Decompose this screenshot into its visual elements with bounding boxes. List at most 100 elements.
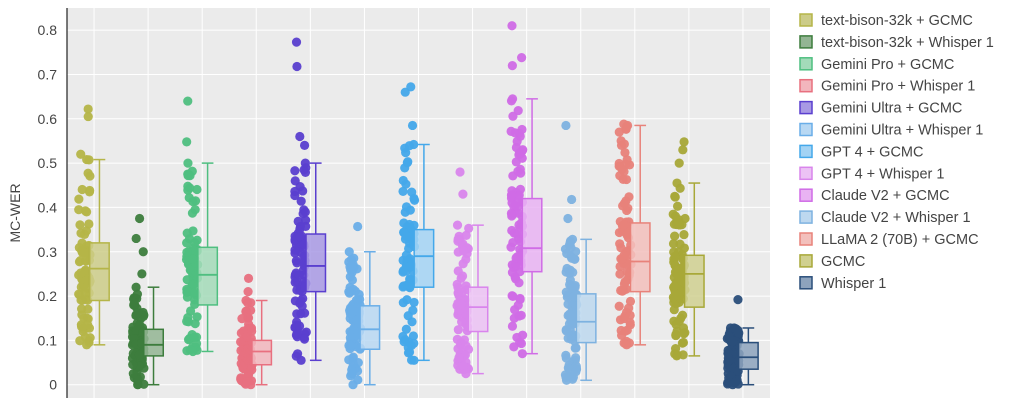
data-point	[728, 336, 738, 346]
y-tick-label: 0.3	[38, 244, 58, 260]
data-point	[676, 287, 686, 297]
data-point	[517, 53, 527, 63]
legend-item[interactable]: Gemini Pro + GCMC	[799, 57, 954, 73]
data-point	[128, 368, 138, 379]
data-point	[83, 168, 93, 178]
data-point	[456, 317, 467, 327]
legend-label: Gemini Ultra + GCMC	[821, 101, 962, 117]
data-point	[668, 239, 679, 249]
data-point	[509, 342, 519, 352]
data-point	[670, 211, 681, 221]
data-point	[625, 318, 635, 328]
legend-item[interactable]: GPT 4 + GCMC	[799, 144, 923, 160]
data-point	[296, 355, 306, 365]
legend-swatch	[799, 166, 813, 181]
y-tick-label: 0.7	[38, 66, 58, 82]
data-point	[347, 275, 357, 285]
data-point	[517, 349, 527, 359]
data-point	[401, 179, 411, 189]
data-point	[619, 220, 629, 230]
data-point	[399, 218, 409, 228]
data-point	[568, 267, 578, 277]
legend-item[interactable]: LLaMA 2 (70B) + GCMC	[799, 232, 979, 248]
data-point	[189, 295, 200, 305]
legend-item[interactable]: Claude V2 + GCMC	[799, 188, 950, 204]
data-point	[353, 221, 363, 232]
data-point	[298, 186, 308, 196]
data-point	[679, 329, 689, 339]
data-point	[290, 176, 300, 186]
legend-swatch	[799, 188, 813, 202]
legend-item[interactable]: Gemini Ultra + Whisper 1	[799, 123, 983, 139]
data-point	[510, 272, 520, 282]
data-point	[133, 380, 143, 390]
box	[251, 339, 273, 366]
legend-label: text-bison-32k + GCMC	[821, 13, 973, 29]
data-point	[131, 282, 141, 292]
legend-item[interactable]: GCMC	[799, 254, 865, 270]
data-point	[513, 166, 523, 176]
legend-item[interactable]: GPT 4 + Whisper 1	[799, 166, 944, 182]
data-point	[299, 140, 310, 150]
data-point	[406, 82, 416, 92]
data-point	[401, 231, 411, 241]
legend-swatch	[799, 57, 813, 71]
data-point	[507, 209, 517, 220]
data-point	[82, 154, 92, 165]
data-point	[567, 194, 577, 205]
legend-item[interactable]: Gemini Pro + Whisper 1	[799, 79, 975, 95]
data-point	[457, 287, 467, 297]
data-point	[295, 131, 305, 142]
data-point	[677, 338, 688, 348]
legend-label: Whisper 1	[821, 276, 886, 292]
data-point	[510, 305, 520, 315]
data-point	[247, 326, 257, 336]
data-point	[402, 158, 412, 168]
data-point	[352, 315, 362, 325]
data-point	[615, 239, 625, 249]
data-point	[733, 295, 743, 305]
y-tick-labels: 0 0.1 0.2 0.3 0.4 0.5 0.6 0.7 0.8	[38, 22, 58, 393]
data-point	[669, 305, 679, 315]
data-point	[301, 327, 311, 337]
legend-item[interactable]: Claude V2 + Whisper 1	[799, 210, 971, 226]
data-point	[238, 361, 248, 371]
data-point	[567, 234, 578, 244]
data-point	[453, 234, 463, 244]
data-point	[506, 190, 517, 200]
data-point	[75, 220, 85, 230]
data-point	[131, 233, 141, 244]
data-point	[408, 331, 419, 341]
data-point	[190, 205, 200, 215]
data-point	[128, 360, 138, 370]
data-point	[189, 332, 199, 343]
box	[359, 305, 381, 350]
data-point	[615, 269, 625, 279]
data-point	[515, 293, 525, 304]
legend-item[interactable]: text-bison-32k + Whisper 1	[799, 35, 994, 51]
data-point	[615, 170, 625, 181]
data-point	[401, 148, 411, 158]
data-point	[669, 281, 679, 292]
data-point	[237, 314, 247, 324]
legend-swatch	[799, 254, 813, 268]
data-point	[85, 333, 95, 343]
legend-item[interactable]: Gemini Ultra + GCMC	[799, 101, 962, 117]
data-point	[183, 170, 193, 181]
data-point	[409, 195, 420, 205]
data-point	[401, 324, 411, 334]
data-point	[290, 190, 300, 201]
data-point	[299, 308, 310, 318]
box	[575, 293, 597, 344]
data-point	[458, 189, 468, 199]
legend[interactable]: text-bison-32k + GCMC text-bison-32k + Wh…	[799, 13, 994, 292]
data-point	[188, 279, 199, 289]
legend-item[interactable]: text-bison-32k + GCMC	[799, 13, 973, 29]
data-point	[185, 306, 196, 316]
legend-item[interactable]: Whisper 1	[799, 276, 886, 292]
box	[629, 222, 651, 293]
data-point	[188, 254, 198, 264]
box	[683, 254, 705, 308]
